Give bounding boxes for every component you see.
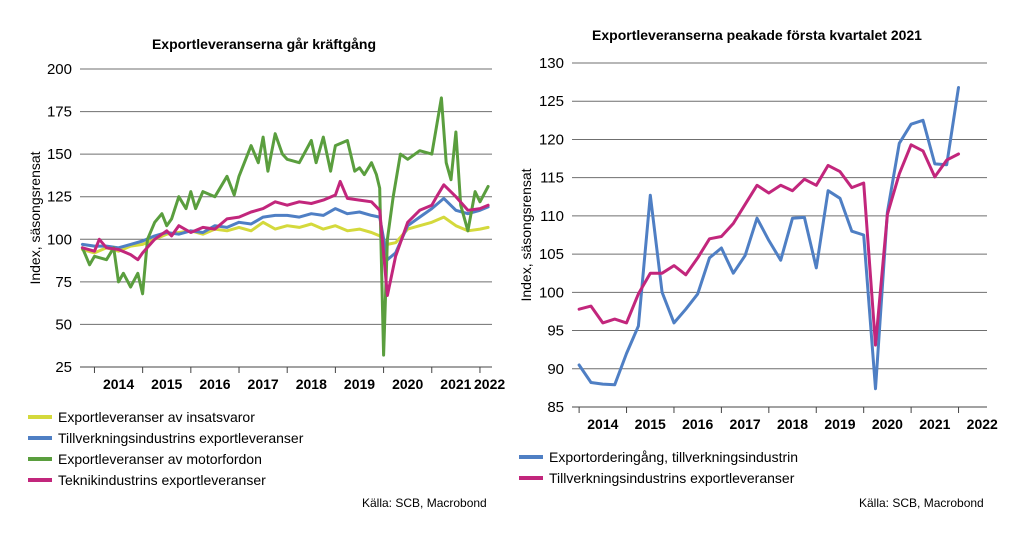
legend-item: Teknikindustrins exportleveranser — [28, 469, 303, 490]
y-tick-label: 130 — [539, 55, 564, 72]
legend-item: Exportleveranser av insatsvaror — [28, 406, 303, 427]
x-tick-label: 2021 — [440, 376, 471, 392]
y-tick-label: 175 — [47, 104, 72, 121]
y-tick-label: 95 — [547, 323, 564, 340]
x-tick-label: 2015 — [151, 376, 182, 392]
line-chart-left: Exportleveranserna går kräftgång 25 50 75 10… — [27, 36, 505, 392]
y-tick-label: 85 — [547, 399, 564, 416]
x-tick-label: 2020 — [392, 376, 423, 392]
legend-label: Exportorderingång, tillverkningsindustri… — [549, 448, 799, 465]
legend-label: Tillverkningsindustrins exportleveranser — [549, 469, 795, 486]
y-tick-label: 100 — [47, 231, 72, 248]
chart-title: Exportleveranserna peakade första kvarta… — [592, 27, 922, 43]
x-tick-label: 2015 — [635, 416, 666, 432]
legend-swatch — [519, 475, 543, 480]
legend-label: Teknikindustrins exportleveranser — [58, 471, 266, 488]
legend-item: Tillverkningsindustrins exportleveranser — [519, 467, 798, 488]
x-tick-label: 2021 — [919, 416, 950, 432]
y-axis-label: Index, säsongsrensat — [518, 168, 534, 301]
legend-left: Exportleveranser av insatsvaror Tillverk… — [28, 406, 303, 490]
legend-label: Tillverkningsindustrins exportleveranser — [58, 429, 304, 446]
chart-panel-right: Exportleveranserna peakade första kvarta… — [515, 0, 1031, 544]
legend-swatch — [28, 435, 52, 440]
x-tick-label: 2017 — [730, 416, 761, 432]
x-tick-label: 2014 — [103, 376, 134, 392]
legend-item: Tillverkningsindustrins exportleveranser — [28, 427, 303, 448]
y-tick-label: 125 — [47, 189, 72, 206]
legend-label: Exportleveranser av insatsvaror — [58, 408, 255, 425]
legend-label: Exportleveranser av motorfordon — [58, 450, 262, 467]
x-tick-label: 2018 — [777, 416, 808, 432]
series-line — [577, 143, 960, 347]
y-tick-label: 115 — [540, 170, 564, 187]
x-tick-label: 2020 — [872, 416, 903, 432]
y-tick-label: 120 — [539, 131, 564, 148]
chart-panel-left: Exportleveranserna går kräftgång 25 50 75 10… — [0, 0, 515, 544]
x-tick-label: 2019 — [344, 376, 375, 392]
legend-swatch — [28, 414, 52, 419]
y-tick-label: 90 — [547, 361, 564, 378]
x-tick-label: 2022 — [967, 416, 998, 432]
y-tick-label: 105 — [539, 246, 564, 263]
x-tick-label: 2018 — [296, 376, 327, 392]
source-note-right: Källa: SCB, Macrobond — [859, 496, 984, 510]
x-tick-label: 2022 — [474, 376, 505, 392]
x-tick-label: 2017 — [248, 376, 279, 392]
x-tick-label: 2016 — [682, 416, 713, 432]
chart-title: Exportleveranserna går kräftgång — [152, 36, 376, 52]
legend-right: Exportorderingång, tillverkningsindustri… — [519, 446, 798, 488]
line-chart-right: Exportleveranserna peakade första kvarta… — [518, 27, 998, 432]
y-tick-label: 110 — [540, 208, 564, 225]
x-tick-label: 2016 — [199, 376, 230, 392]
legend-item: Exportleveranser av motorfordon — [28, 448, 303, 469]
legend-item: Exportorderingång, tillverkningsindustri… — [519, 446, 798, 467]
y-tick-label: 100 — [539, 284, 564, 301]
x-tick-label: 2019 — [824, 416, 855, 432]
series-line — [577, 86, 960, 391]
series-line — [80, 196, 490, 262]
y-tick-label: 25 — [55, 359, 72, 376]
y-tick-label: 200 — [47, 61, 72, 78]
legend-swatch — [519, 454, 543, 459]
series-line — [80, 215, 490, 255]
y-tick-label: 75 — [55, 274, 72, 291]
x-tick-label: 2014 — [587, 416, 618, 432]
y-tick-label: 125 — [539, 93, 564, 110]
y-axis-label: Index, säsongsrensat — [27, 151, 43, 284]
source-note-left: Källa: SCB, Macrobond — [362, 496, 487, 510]
y-tick-label: 50 — [55, 316, 72, 333]
y-tick-label: 150 — [47, 146, 72, 163]
legend-swatch — [28, 456, 52, 461]
legend-swatch — [28, 477, 52, 482]
series-line — [80, 179, 490, 297]
